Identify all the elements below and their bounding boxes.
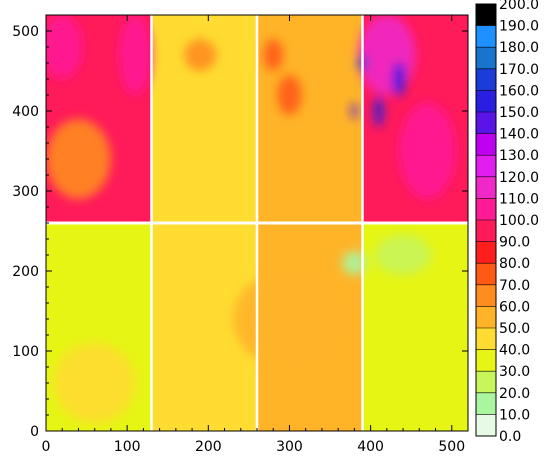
colorbar-swatch <box>476 198 496 220</box>
colorbar-label: 60.0 <box>499 299 530 315</box>
hotspot-2 <box>46 119 111 199</box>
hotspot-6 <box>263 39 283 71</box>
y-tick-label: 0 <box>30 424 39 440</box>
colorbar-swatch <box>476 349 496 372</box>
x-tick-label: 200 <box>195 439 222 455</box>
hotspot-14 <box>373 95 384 127</box>
colorbar: 200.0 190.0 180.0 170.0 160.0 150.0 140.0 130.0… <box>475 0 539 445</box>
y-tick-label: 300 <box>12 184 39 200</box>
y-tick-label: 200 <box>12 264 39 280</box>
colorbar-swatch <box>476 4 496 26</box>
colorbar-label: 120.0 <box>499 170 539 186</box>
hotspot-11 <box>54 343 136 423</box>
colorbar-label: 110.0 <box>499 191 539 207</box>
colorbar-label: 50.0 <box>499 321 530 337</box>
hotspot-0 <box>46 15 83 79</box>
colorbar-swatch <box>476 90 496 112</box>
colorbar-swatch <box>476 220 496 242</box>
x-tick-label: 500 <box>438 439 465 455</box>
hotspot-4 <box>399 103 456 199</box>
hotspot-3 <box>358 15 416 95</box>
y-tick-label: 500 <box>12 24 39 40</box>
colorbar-label: 180.0 <box>499 40 539 56</box>
colorbar-label: 30.0 <box>499 364 530 380</box>
colorbar-label: 90.0 <box>499 235 530 251</box>
hotspot-15 <box>351 103 358 119</box>
colorbar-swatch <box>476 112 496 134</box>
x-tick-label: 100 <box>114 439 141 455</box>
colorbar-label: 40.0 <box>499 343 530 359</box>
colorbar-label: 130.0 <box>499 148 539 164</box>
hotspot-1 <box>119 15 152 95</box>
colorbar-swatch <box>476 155 496 177</box>
hotspot-13 <box>392 61 406 97</box>
colorbar-swatch <box>476 263 496 285</box>
colorbar-label: 70.0 <box>499 278 530 294</box>
colorbar-swatch <box>476 306 496 328</box>
colorbar-swatch <box>476 133 496 156</box>
y-tick-label: 100 <box>12 344 39 360</box>
colorbar-swatch <box>476 328 496 350</box>
hotspot-9 <box>374 235 432 275</box>
colorbar-swatch <box>476 371 496 393</box>
x-tick-label: 400 <box>357 439 384 455</box>
x-tick-label: 300 <box>276 439 303 455</box>
colorbar-label: 10.0 <box>499 407 530 423</box>
hotspot-7 <box>183 39 217 71</box>
colorbar-label: 150.0 <box>499 105 539 121</box>
colorbar-swatch <box>476 176 496 199</box>
colorbar-label: 20.0 <box>499 386 530 402</box>
colorbar-swatch <box>476 47 496 69</box>
hotspots <box>46 15 456 423</box>
colorbar-label: 0.0 <box>499 429 521 445</box>
colorbar-swatch <box>476 68 496 91</box>
x-tick-label: 0 <box>42 439 51 455</box>
y-tick-label: 400 <box>12 104 39 120</box>
colorbar-label: 100.0 <box>499 213 539 229</box>
colorbar-label: 170.0 <box>499 62 539 78</box>
colorbar-swatch <box>476 284 496 307</box>
colorbar-swatch <box>476 241 496 264</box>
colorbar-label: 80.0 <box>499 256 530 272</box>
colorbar-swatch <box>476 25 496 48</box>
colorbar-label: 140.0 <box>499 127 539 143</box>
y-axis: 0 100 200 300 400 500 <box>12 24 468 440</box>
colorbar-swatch <box>476 392 496 415</box>
colorbar-label: 200.0 <box>499 0 539 13</box>
x-axis: 0 100 200 300 400 500 <box>42 15 465 455</box>
hotspot-5 <box>277 75 302 115</box>
colorbar-label: 190.0 <box>499 19 539 35</box>
plot-area <box>46 15 468 431</box>
hotspot-10 <box>342 251 367 275</box>
colorbar-label: 160.0 <box>499 83 539 99</box>
colorbar-swatch <box>476 414 496 436</box>
hotspot-8 <box>232 271 347 367</box>
